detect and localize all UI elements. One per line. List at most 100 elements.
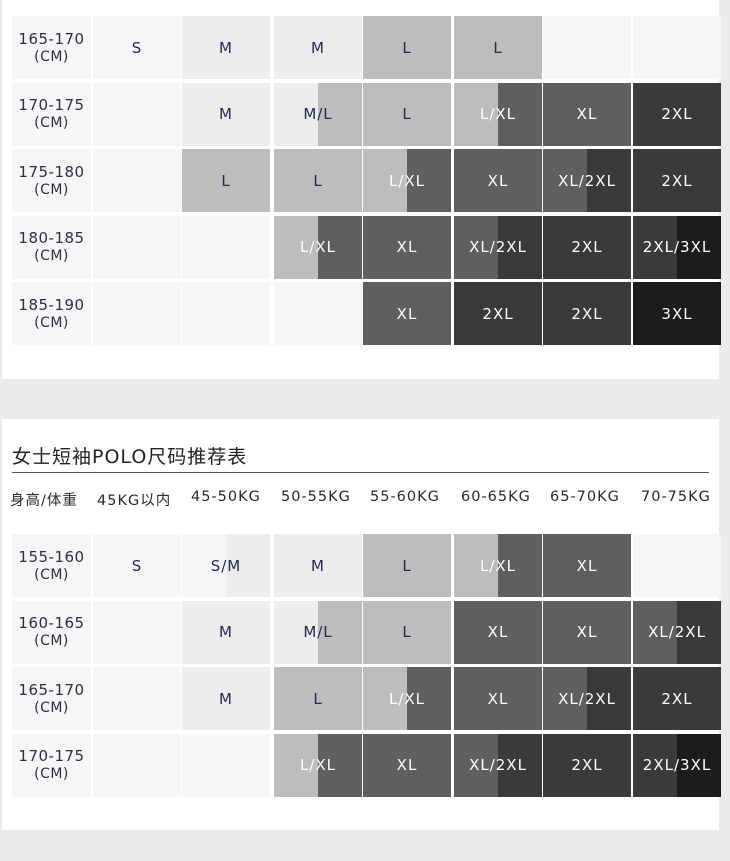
size-swatch — [633, 733, 677, 797]
size-cell: 2XL/3XL — [633, 215, 721, 279]
size-cell: L — [274, 667, 362, 730]
size-label: L — [402, 556, 412, 575]
size-swatch — [498, 82, 542, 146]
size-cell: M — [182, 16, 270, 79]
size-swatch — [226, 534, 270, 597]
size-cell: L — [363, 534, 451, 597]
size-label: L/XL — [388, 689, 426, 708]
size-cell: 2XL — [543, 215, 631, 279]
size-cell: L/XL — [454, 534, 542, 597]
size-cell: M — [182, 600, 270, 664]
height-range: 155-160 — [18, 547, 85, 566]
size-label: XL/2XL — [648, 623, 706, 641]
size-label: XL — [487, 171, 509, 190]
size-swatch — [454, 534, 498, 597]
size-cell: L — [182, 149, 270, 212]
size-label: 2XL — [661, 171, 693, 190]
women-chart-title: 女士短袖POLO尺码推荐表 — [12, 446, 248, 468]
height-unit: (CM) — [34, 115, 69, 131]
size-cell: S/M — [182, 534, 270, 597]
header-weight-col: 50-55KG — [281, 489, 351, 505]
size-cell — [93, 667, 181, 730]
size-label: 2XL/3XL — [642, 238, 712, 256]
size-cell: XL/2XL — [454, 733, 542, 797]
title-divider — [12, 472, 709, 473]
size-row: 165-170 (CM) S M M L L — [12, 16, 721, 79]
size-swatch — [363, 667, 407, 730]
women-header-row: 身高/体重 45KG以内 45-50KG 50-55KG 55-60KG 60-… — [2, 489, 719, 509]
height-unit: (CM) — [34, 48, 69, 65]
header-weight-col: 45-50KG — [191, 489, 261, 505]
size-cell: 2XL/3XL — [633, 733, 721, 797]
size-cell — [93, 282, 181, 345]
size-cell: XL/2XL — [543, 149, 631, 212]
size-label: XL — [396, 238, 418, 256]
size-label: L — [313, 171, 323, 190]
size-swatch — [633, 215, 677, 279]
size-cell: S — [93, 534, 181, 597]
size-label: XL/2XL — [469, 238, 527, 256]
size-cell: L — [363, 16, 451, 79]
size-cell: 2XL — [633, 667, 721, 730]
size-label: M — [219, 623, 233, 641]
size-cell — [633, 16, 721, 79]
size-label: L — [402, 623, 412, 641]
size-swatch — [543, 667, 587, 730]
size-swatch — [274, 600, 318, 664]
size-label: 2XL — [571, 304, 603, 323]
height-range: 180-185 — [18, 229, 85, 247]
size-cell: 2XL — [543, 733, 631, 797]
size-label: L/XL — [299, 238, 337, 256]
height-range: 175-180 — [18, 162, 85, 181]
women-size-panel: 女士短袖POLO尺码推荐表 身高/体重 45KG以内 45-50KG 50-55… — [2, 419, 721, 830]
size-cell — [543, 16, 631, 79]
size-label: S — [131, 556, 143, 575]
header-weight-col: 45KG以内 — [97, 493, 172, 509]
size-label: XL — [576, 556, 598, 575]
size-swatch — [498, 215, 542, 279]
size-swatch — [274, 82, 318, 146]
size-label: 2XL/3XL — [642, 756, 712, 774]
size-swatch — [407, 149, 451, 212]
size-label: 2XL — [571, 238, 603, 256]
size-cell: L — [363, 82, 451, 146]
size-label: S/M — [210, 556, 242, 575]
height-label: 165-170 (CM) — [12, 667, 91, 730]
height-range: 170-175 — [18, 96, 85, 114]
height-label: 165-170 (CM) — [12, 16, 91, 79]
size-cell — [93, 600, 181, 664]
size-cell: XL — [543, 82, 631, 146]
size-label: L/XL — [479, 556, 517, 575]
size-row: 180-185 (CM) L/XL XL XL/2XL 2XL 2XL/3XL — [12, 215, 721, 279]
size-swatch — [363, 149, 407, 212]
size-label: L — [493, 38, 503, 57]
height-label: 170-175 (CM) — [12, 733, 91, 797]
size-label: 2XL — [661, 105, 693, 123]
size-cell: L/XL — [274, 215, 362, 279]
size-row: 155-160 (CM) S S/M M L L/XL XL — [12, 534, 721, 597]
size-cell — [93, 215, 181, 279]
height-range: 185-190 — [18, 295, 85, 314]
size-swatch — [587, 149, 631, 212]
size-swatch — [677, 215, 721, 279]
size-cell: XL — [454, 600, 542, 664]
size-cell: 2XL — [633, 149, 721, 212]
size-swatch — [274, 215, 318, 279]
size-label: XL — [487, 689, 509, 708]
size-cell: M — [182, 82, 270, 146]
size-cell: 3XL — [633, 282, 721, 345]
size-label: M — [219, 105, 233, 123]
size-row: 160-165 (CM) M M/L L XL XL XL/2XL — [12, 600, 721, 664]
size-label: M/L — [303, 623, 333, 641]
height-label: 180-185 (CM) — [12, 215, 91, 279]
size-label: XL/2XL — [558, 689, 616, 708]
size-cell — [633, 534, 721, 597]
size-swatch — [543, 149, 587, 212]
size-label: L/XL — [299, 756, 337, 774]
size-row: 165-170 (CM) M L L/XL XL XL/2XL 2XL — [12, 667, 721, 730]
size-swatch — [454, 82, 498, 146]
size-cell: L/XL — [274, 733, 362, 797]
height-label: 170-175 (CM) — [12, 82, 91, 146]
size-swatch — [454, 215, 498, 279]
size-cell: XL/2XL — [454, 215, 542, 279]
